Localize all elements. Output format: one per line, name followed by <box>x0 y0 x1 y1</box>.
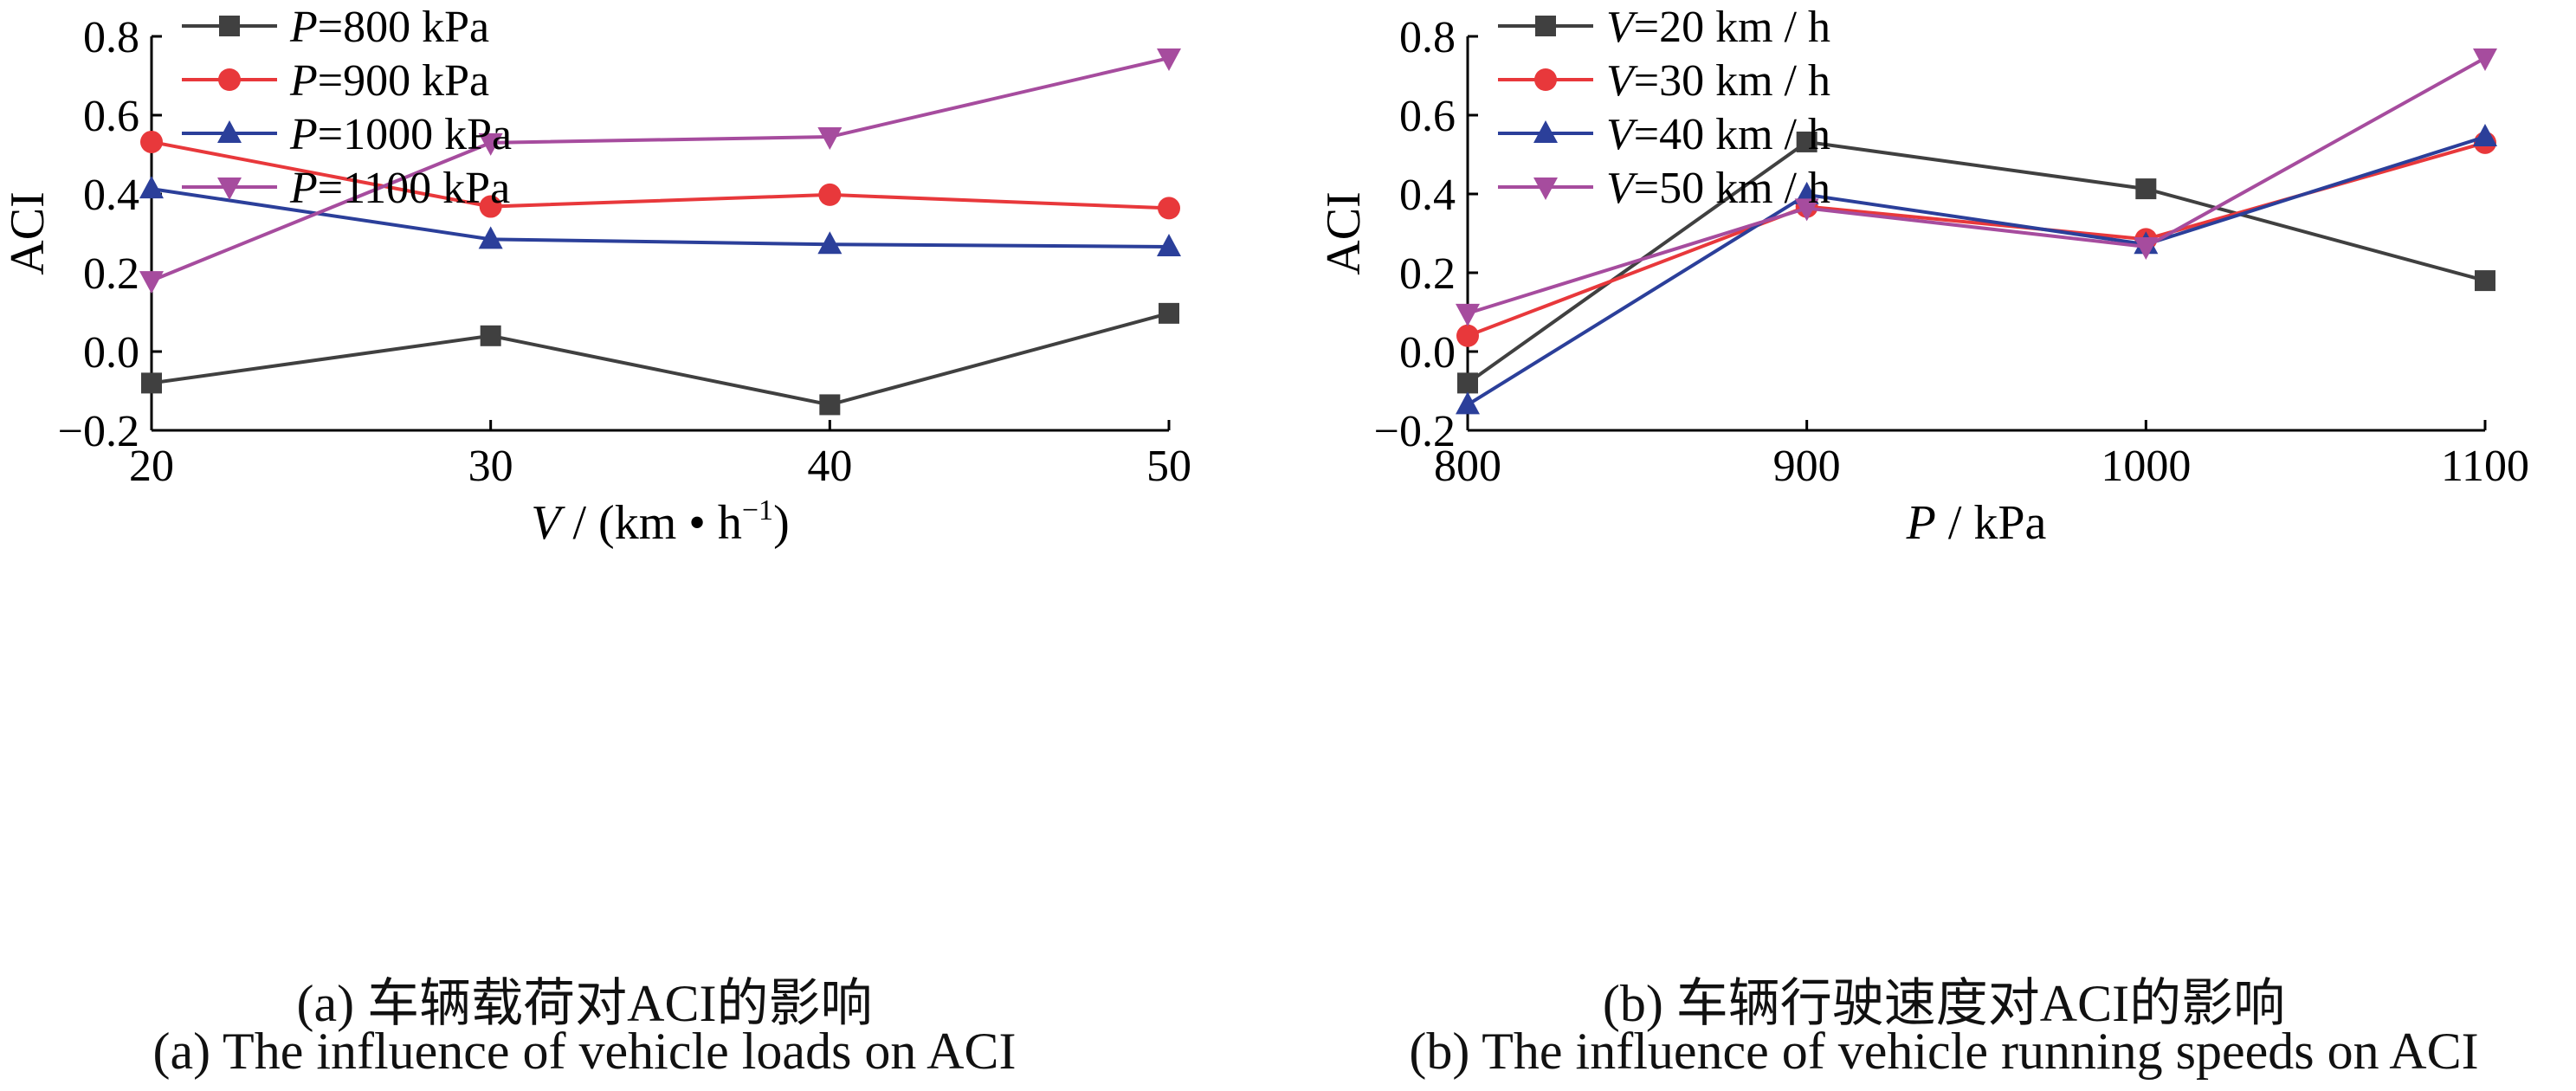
panel-b-y-tick-label: 0.6 <box>1399 92 1456 141</box>
panel-b-x-axis-label: P / kPa <box>1906 496 2047 550</box>
panel-b-y-tick-label: 0.0 <box>1399 328 1456 378</box>
panel-b-series-4-point <box>1456 304 1480 326</box>
panel-a-legend-label-2: P=900 kPa <box>289 56 489 106</box>
panel-a-y-tick-label: 0.4 <box>83 171 139 220</box>
panel-a-legend-label-3: P=1000 kPa <box>289 110 512 159</box>
panel-a-series-1-line <box>152 313 1169 405</box>
panel-b-legend-label-1: V=20 km / h <box>1606 3 1830 52</box>
panel-b-legend-marker-1 <box>1535 16 1556 36</box>
panel-a-y-tick-label: 0.6 <box>83 92 139 141</box>
panel-b-series-4-point <box>2473 48 2497 71</box>
panel-b-series-1-point <box>2135 178 2156 199</box>
panel-a-y-tick-label: −0.2 <box>58 407 139 456</box>
panel-b-y-tick-label: 0.4 <box>1399 171 1456 220</box>
panel-a-y-axis-label: ACI <box>1 191 55 274</box>
panel-b-x-tick-label: 1000 <box>2101 442 2191 491</box>
panel-a-x-tick-label: 20 <box>129 442 174 491</box>
panel-b-series-1-point <box>2475 270 2495 291</box>
panel-b-legend-label-3: V=40 km / h <box>1606 110 1830 159</box>
panel-b-series-1-point <box>1457 372 1478 393</box>
panel-a-series-2-point <box>1158 197 1180 219</box>
panel-a-series-2-point <box>140 131 163 153</box>
caption-en-b: (b) The influence of vehicle running spe… <box>1316 1022 2572 1081</box>
panel-b-series-2-point <box>1456 325 1479 347</box>
panel-b-series-3-point <box>1456 391 1480 414</box>
panel-b-legend-label-4: V=50 km / h <box>1606 164 1830 213</box>
panel-a-series-2-point <box>818 184 841 206</box>
panel-a-series-1-point <box>141 372 162 393</box>
caption-en-a: (a) The influence of vehicle loads on AC… <box>9 1022 1160 1081</box>
panel-a-legend-label-4: P=1100 kPa <box>289 164 510 213</box>
panel-b-legend-label-2: V=30 km / h <box>1606 56 1830 106</box>
panel-a-x-tick-label: 30 <box>468 442 513 491</box>
panel-a-x-tick-label: 50 <box>1146 442 1191 491</box>
panel-a-legend-marker-2 <box>218 68 241 91</box>
panel-b-x-tick-label: 900 <box>1773 442 1841 491</box>
panel-b-x-tick-label: 800 <box>1434 442 1501 491</box>
panel-b-y-tick-label: 0.2 <box>1399 249 1456 299</box>
panel-b-x-tick-label: 1100 <box>2441 442 2529 491</box>
panel-b-legend-marker-2 <box>1534 68 1557 91</box>
panel-a-legend-label-1: P=800 kPa <box>289 3 489 52</box>
chart-svg: −0.2 0.0 0.2 0.4 0.6 0.8 20 30 40 50 ACI V / (km • … <box>0 0 2576 1087</box>
panel-a-y-tick-label: 0.8 <box>83 13 139 62</box>
panel-a-x-tick-label: 40 <box>807 442 852 491</box>
panel-a-x-axis-label: V / (km • h−1) <box>531 494 789 550</box>
panel-a-series-4-point <box>139 271 164 294</box>
figure: −0.2 0.0 0.2 0.4 0.6 0.8 20 30 40 50 ACI V / (km • … <box>0 0 2576 1087</box>
panel-a-series-1-point <box>1159 303 1179 324</box>
panel-a-y-tick-label: 0.0 <box>83 328 139 378</box>
panel-b-y-tick-label: 0.8 <box>1399 13 1456 62</box>
panel-b-series-3-point <box>2473 124 2497 146</box>
panel-b-y-axis-label: ACI <box>1317 191 1371 274</box>
panel-a-series-1-point <box>819 394 840 415</box>
panel-a-y-tick-label: 0.2 <box>83 249 139 299</box>
panel-a-series-3-point <box>139 176 164 198</box>
panel-a-legend-marker-1 <box>219 16 240 36</box>
panel-a-series-1-point <box>481 326 501 346</box>
